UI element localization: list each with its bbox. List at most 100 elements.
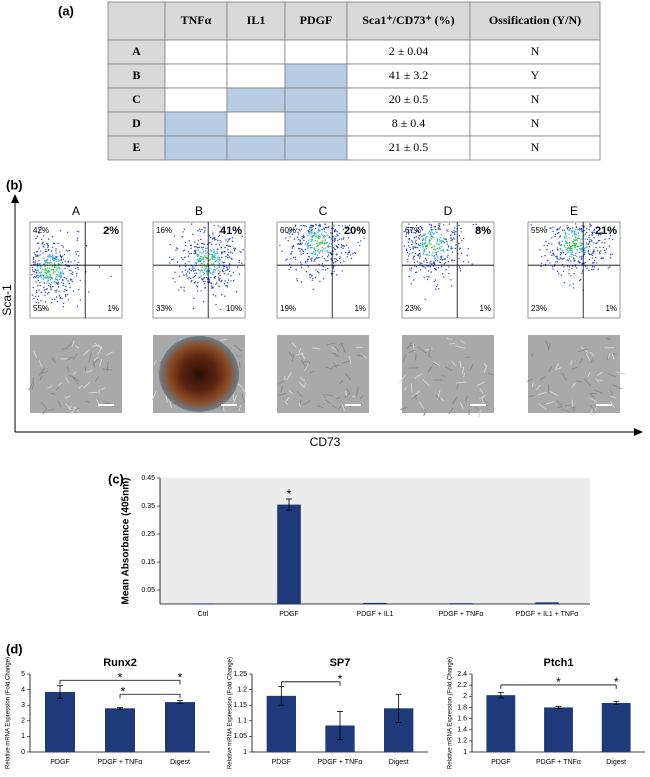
dot <box>66 289 68 292</box>
cell-stroke <box>590 392 597 395</box>
cell-stroke <box>324 399 332 404</box>
dot <box>36 254 38 256</box>
dot <box>568 269 570 271</box>
dot <box>43 276 45 278</box>
dot <box>321 235 324 237</box>
dot <box>217 239 219 242</box>
dot <box>576 240 579 242</box>
dot <box>240 251 242 253</box>
dot <box>577 232 579 235</box>
dot <box>421 242 424 244</box>
dot <box>574 265 577 267</box>
dot <box>343 236 345 239</box>
dot <box>432 252 434 254</box>
dot <box>435 228 437 231</box>
dot <box>324 243 327 245</box>
dot <box>314 231 316 233</box>
cell-stroke <box>105 401 112 405</box>
cell-stroke <box>404 386 408 391</box>
dot <box>315 269 317 271</box>
dot <box>212 274 214 276</box>
dot <box>52 269 54 271</box>
dot <box>321 263 324 265</box>
dot <box>433 254 436 257</box>
dot <box>50 255 52 257</box>
dot <box>316 270 319 273</box>
dot <box>330 258 332 261</box>
dot <box>598 233 601 235</box>
dot <box>306 243 309 245</box>
dot <box>228 251 230 253</box>
dot <box>62 306 65 308</box>
dot <box>410 267 413 269</box>
dot <box>585 242 588 244</box>
dot <box>219 274 221 277</box>
dot <box>241 262 243 264</box>
dot <box>315 233 317 235</box>
dot <box>319 241 321 244</box>
dot <box>593 231 595 234</box>
dot <box>342 247 344 250</box>
cell-stroke <box>341 343 346 353</box>
dot <box>62 282 65 285</box>
dot <box>443 224 445 226</box>
dot <box>441 255 443 258</box>
dot <box>312 224 314 227</box>
table-cell <box>107 63 166 89</box>
dot <box>228 245 230 247</box>
x-tick-label: Digest <box>170 759 190 766</box>
dot <box>190 223 193 225</box>
dot <box>336 233 338 236</box>
dot <box>31 274 33 276</box>
dot <box>39 275 41 278</box>
dot <box>593 266 596 268</box>
dot <box>218 257 221 259</box>
dot <box>332 227 335 230</box>
dot <box>357 241 359 244</box>
dot <box>570 260 572 262</box>
dot <box>230 275 232 277</box>
dot <box>181 271 183 273</box>
cell-stroke <box>590 351 595 357</box>
dot <box>608 245 611 247</box>
panel-label: (b) <box>6 177 23 192</box>
dot <box>416 247 419 249</box>
dot <box>308 226 311 229</box>
dot <box>32 276 35 279</box>
table-cell <box>226 1 286 41</box>
dot <box>414 271 417 274</box>
cell-stroke <box>410 383 413 394</box>
dot <box>412 257 414 259</box>
dot <box>423 234 425 237</box>
quadrant-label: 21% <box>595 225 617 237</box>
dot <box>231 258 233 260</box>
dot <box>413 258 415 261</box>
dot <box>336 253 338 256</box>
dot <box>222 265 224 267</box>
dot <box>212 270 215 272</box>
dot <box>434 260 437 262</box>
dot <box>209 258 212 261</box>
dot <box>204 249 207 252</box>
dot <box>455 230 457 233</box>
dot <box>311 246 313 249</box>
dot <box>593 237 595 239</box>
dot <box>37 279 40 282</box>
dot <box>445 261 447 264</box>
dot <box>182 258 184 261</box>
cell-stroke <box>422 378 430 387</box>
dot <box>580 239 582 241</box>
dot <box>429 266 432 268</box>
dot <box>296 278 298 280</box>
dot <box>324 239 327 241</box>
dot <box>407 233 410 235</box>
dot <box>34 253 36 256</box>
cell-stroke <box>94 342 103 350</box>
y-tick-label: 0.35 <box>141 503 155 510</box>
dot <box>40 300 42 302</box>
dot-cloud <box>168 223 244 311</box>
dot <box>44 277 46 279</box>
dot <box>561 229 564 231</box>
dot <box>316 254 319 256</box>
dot <box>40 226 42 228</box>
